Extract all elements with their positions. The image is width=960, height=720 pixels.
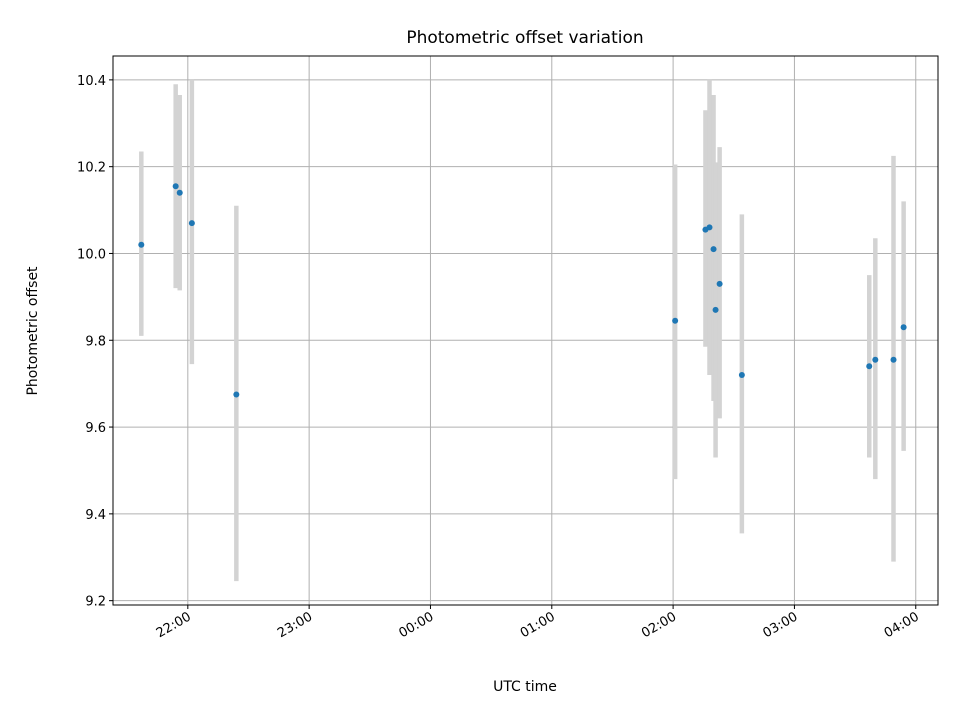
data-point bbox=[138, 241, 145, 248]
data-point bbox=[866, 363, 873, 370]
data-point bbox=[716, 280, 723, 287]
x-axis-label: UTC time bbox=[493, 679, 557, 695]
y-axis-label: Photometric offset bbox=[25, 266, 41, 396]
data-point bbox=[188, 220, 195, 227]
data-point bbox=[233, 391, 240, 398]
axes-frame bbox=[112, 55, 939, 606]
y-tick-label: 9.6 bbox=[85, 421, 106, 436]
y-tick-label: 9.4 bbox=[85, 508, 106, 523]
y-tick-label: 9.2 bbox=[85, 595, 106, 610]
y-tick-label: 10.2 bbox=[77, 161, 106, 176]
data-point bbox=[712, 306, 719, 313]
data-point bbox=[872, 356, 879, 363]
data-point bbox=[900, 324, 907, 331]
point-layer bbox=[138, 183, 907, 398]
data-point bbox=[672, 317, 679, 324]
data-point bbox=[890, 356, 897, 363]
y-tick-label: 10.0 bbox=[77, 247, 106, 262]
y-tick-label: 9.8 bbox=[85, 334, 106, 349]
data-point bbox=[706, 224, 713, 231]
chart-title: Photometric offset variation bbox=[406, 28, 643, 48]
data-point bbox=[710, 246, 717, 253]
data-point bbox=[738, 371, 745, 378]
data-point bbox=[176, 189, 183, 196]
data-point bbox=[172, 183, 179, 190]
y-tick-label: 10.4 bbox=[77, 74, 106, 89]
